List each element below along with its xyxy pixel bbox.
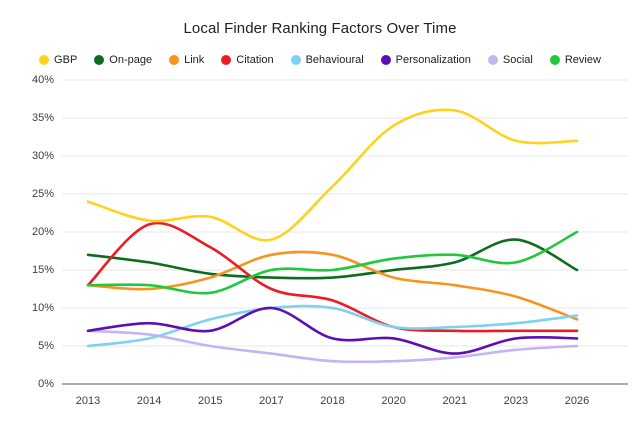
legend-swatch-on-page-icon [94,55,105,65]
series-line-social [86,329,579,364]
x-tick-label: 2013 [76,395,100,407]
x-tick-label: 2017 [259,395,283,407]
legend-swatch-link-icon [169,55,180,65]
y-tick-label: 5% [38,340,54,352]
y-tick-label: 15% [32,264,54,276]
x-tick-label: 2021 [443,395,467,407]
legend-label-gbp: GBP [54,54,78,66]
legend-item-social[interactable]: Social [487,54,533,66]
legend-swatch-gbp-icon [39,55,50,65]
legend-item-personalization[interactable]: Personalization [380,54,471,66]
legend-item-citation[interactable]: Citation [221,54,274,66]
x-tick-label: 2015 [198,395,222,407]
legend-label-behavioural: Behavioural [305,54,364,66]
legend-label-personalization: Personalization [395,54,471,66]
x-tick-label: 2020 [381,395,405,407]
legend-swatch-personalization-icon [380,55,391,65]
chart-title: Local Finder Ranking Factors Over Time [183,20,457,37]
series-line-link [86,250,579,321]
legend-swatch-review-icon [549,55,560,65]
legend-label-social: Social [502,54,533,66]
legend-swatch-behavioural-icon [290,55,301,65]
legend-label-review: Review [564,54,601,66]
legend-label-link: Link [184,54,205,66]
legend-item-review[interactable]: Review [549,54,601,66]
y-tick-label: 10% [32,302,54,314]
y-tick-label: 25% [32,188,54,200]
legend-item-on-page[interactable]: On-page [94,54,152,66]
x-tick-label: 2018 [320,395,344,407]
x-tick-label: 2014 [137,395,161,407]
legend-item-link[interactable]: Link [169,54,204,66]
legend-label-on-page: On-page [109,54,153,66]
series-line-behavioural [86,304,579,348]
y-tick-label: 40% [32,74,54,86]
legend-item-behavioural[interactable]: Behavioural [290,54,364,66]
chart-legend: GBP On-page Link Citation Behavioural Persona… [0,52,640,68]
y-tick-label: 0% [38,378,54,390]
legend-item-gbp[interactable]: GBP [39,54,77,66]
legend-swatch-citation-icon [221,55,232,65]
series-line-gbp [86,108,579,242]
x-tick-label: 2026 [565,395,589,407]
series-line-on-page [86,238,579,280]
legend-label-citation: Citation [236,54,274,66]
series-line-review [86,230,579,295]
y-tick-label: 20% [32,226,54,238]
legend-swatch-social-icon [487,55,498,65]
x-tick-label: 2023 [504,395,528,407]
series-line-personalization [86,306,579,355]
y-tick-label: 30% [32,150,54,162]
series-line-citation [86,221,579,333]
y-tick-label: 35% [32,112,54,124]
